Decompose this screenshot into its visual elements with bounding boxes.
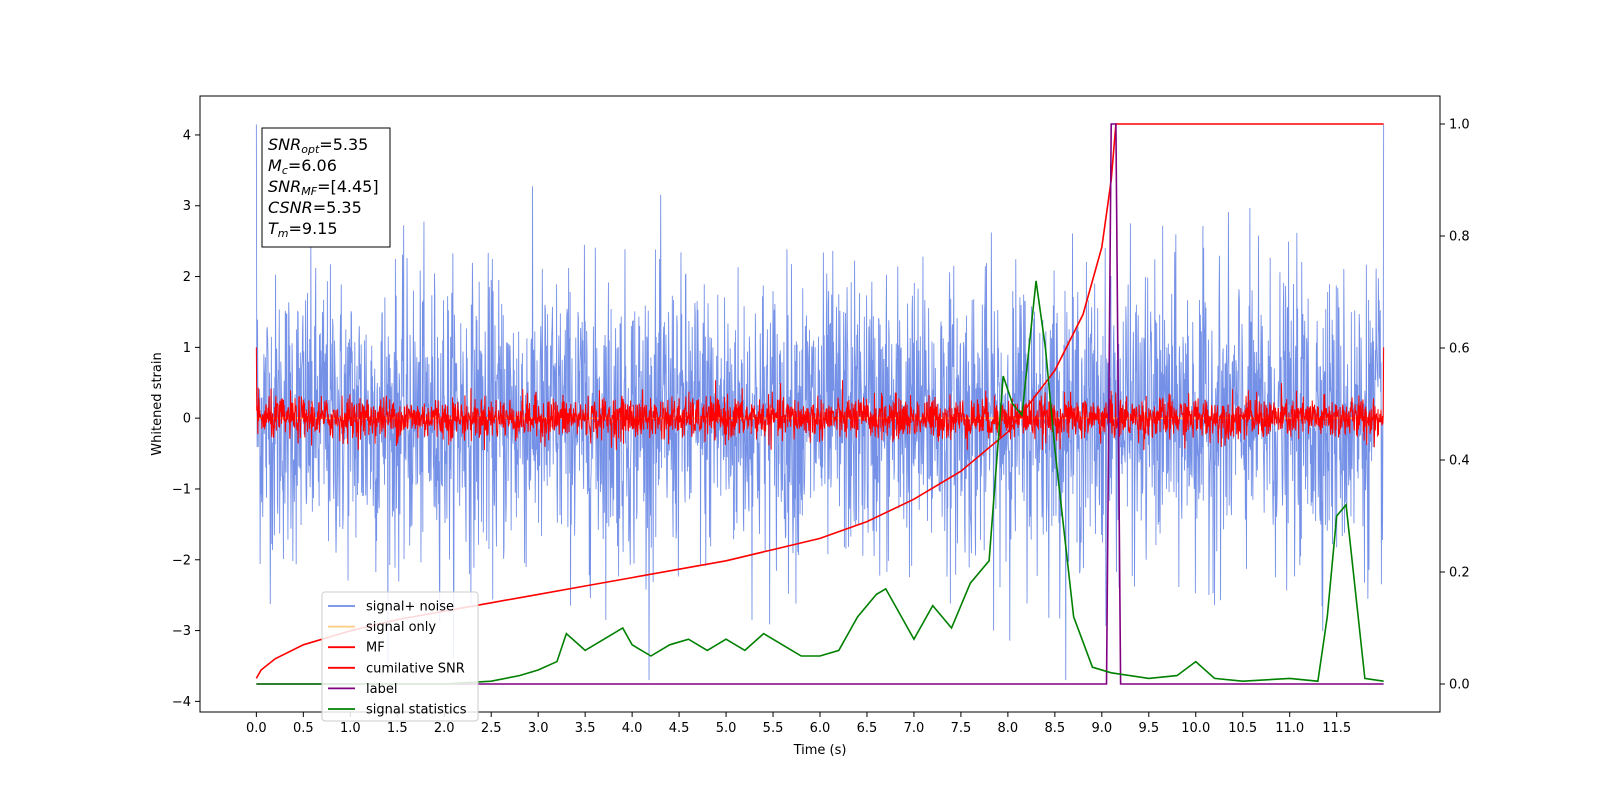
legend-label: signal statistics: [366, 703, 467, 718]
x-tick-label: 8.0: [998, 721, 1019, 736]
series-signal-statistics: [256, 280, 1384, 685]
x-tick-label: 5.5: [763, 721, 784, 736]
x-tick-label: 5.0: [716, 721, 737, 736]
y-right-tick-label: 0.2: [1449, 566, 1470, 581]
x-tick-label: 3.0: [528, 721, 549, 736]
x-tick-label: 4.5: [669, 721, 690, 736]
x-tick-label: 7.0: [904, 721, 925, 736]
y-left-tick-label: 1: [183, 341, 191, 356]
x-tick-label: 0.0: [246, 721, 267, 736]
y-left-tick-label: 3: [183, 199, 191, 214]
y-left-tick-label: 4: [183, 128, 191, 143]
x-tick-label: 6.5: [857, 721, 878, 736]
y-left-tick-label: −1: [172, 482, 191, 497]
y-left-tick-label: 0: [183, 412, 191, 427]
y-axis-right: 0.0 0.2 0.4 0.6 0.8 1.0: [1440, 118, 1470, 693]
y-right-tick-label: 0.4: [1449, 454, 1470, 469]
x-tick-label: 11.0: [1275, 721, 1304, 736]
series-label: [256, 123, 1384, 685]
x-tick-label: 2.5: [481, 721, 502, 736]
annotation-frame: [261, 127, 391, 248]
x-tick-label: 2.0: [434, 721, 455, 736]
x-tick-label: 11.5: [1322, 721, 1351, 736]
legend-label: signal+ noise: [366, 600, 454, 615]
legend-frame: [321, 591, 479, 722]
x-tick-label: 9.5: [1138, 721, 1159, 736]
x-tick-label: 7.5: [951, 721, 972, 736]
x-axis: 0.0 0.5 1.0 1.5 2.0 2.5 3.0 3.5 4.0 4.5 5.0 5.5 6.0 6…: [246, 712, 1351, 736]
x-tick-label: 0.5: [293, 721, 314, 736]
annotation-line: Mc=6.06: [268, 156, 337, 177]
x-axis-label: Time (s): [793, 743, 847, 758]
annotation-line: SNRMF=[4.45]: [268, 177, 379, 198]
y-left-tick-label: −2: [172, 553, 191, 568]
y-right-tick-label: 0.0: [1449, 678, 1470, 693]
y-left-tick-label: −4: [172, 695, 191, 710]
annotation-line: Tm=9.15: [268, 219, 338, 240]
x-tick-label: 10.0: [1181, 721, 1210, 736]
y-right-tick-label: 1.0: [1449, 118, 1470, 133]
x-tick-label: 9.0: [1091, 721, 1112, 736]
legend: signal+ noise signal only MF cumilative SNR…: [321, 591, 479, 722]
annotation-line: CSNR=5.35: [268, 198, 362, 217]
y-axis-label: Whitened strain: [150, 352, 165, 455]
series-mf: [255, 347, 1385, 451]
legend-label: MF: [366, 641, 385, 656]
x-tick-label: 1.5: [387, 721, 408, 736]
x-tick-label: 10.5: [1228, 721, 1257, 736]
x-tick-label: 4.0: [622, 721, 643, 736]
y-left-tick-label: −3: [172, 624, 191, 639]
y-right-tick-label: 0.8: [1449, 230, 1470, 245]
legend-label: signal only: [366, 620, 436, 635]
x-tick-label: 3.5: [575, 721, 596, 736]
x-tick-label: 1.0: [340, 721, 361, 736]
y-left-tick-label: 2: [183, 270, 191, 285]
x-tick-label: 6.0: [810, 721, 831, 736]
y-axis-left: −4 −3 −2 −1 0 1 2 3 4: [172, 128, 200, 710]
annotation-line: SNRopt=5.35: [268, 135, 368, 156]
x-tick-label: 8.5: [1045, 721, 1066, 736]
legend-label: cumilative SNR: [366, 661, 465, 676]
legend-label: label: [366, 682, 397, 697]
y-right-tick-label: 0.6: [1449, 342, 1470, 357]
